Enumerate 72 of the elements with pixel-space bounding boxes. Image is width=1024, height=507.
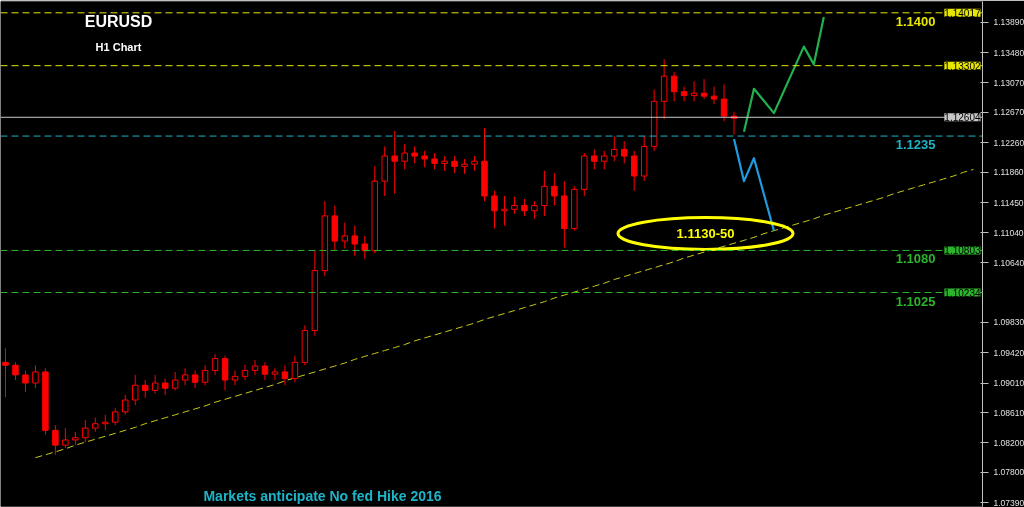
ref-line-label: 1.12604 — [944, 112, 981, 124]
candlestick — [201, 364, 209, 386]
candlestick — [82, 419, 89, 443]
y-tick-label: 1.11450 — [993, 197, 1024, 208]
candlestick — [620, 140, 628, 164]
candlestick — [720, 83, 728, 122]
candlestick — [591, 148, 598, 170]
candlestick — [601, 150, 608, 170]
candlestick — [32, 364, 39, 389]
candlestick — [62, 427, 69, 449]
candlestick — [231, 369, 239, 386]
candlestick — [551, 172, 558, 207]
candlestick — [710, 86, 718, 105]
candlestick — [281, 364, 289, 386]
text: H1 Chart — [95, 40, 142, 53]
y-tick-label: 1.13070 — [993, 77, 1024, 88]
y-tick-label: 1.12670 — [993, 107, 1024, 118]
y-tick-label: 1.08610 — [993, 407, 1024, 418]
candlestick — [611, 135, 618, 162]
y-tick-label: 1.11860 — [993, 167, 1024, 178]
candlestick — [211, 353, 219, 376]
candlestick — [271, 367, 279, 381]
ref-line-label: 1.14017 — [944, 7, 981, 19]
y-tick-label: 1.09830 — [993, 317, 1024, 328]
y-tick-label: 1.12260 — [993, 137, 1024, 148]
candlestick — [680, 86, 688, 102]
y-tick-label: 1.07800 — [993, 467, 1024, 478]
candlestick — [391, 130, 398, 195]
candlestick — [241, 364, 249, 381]
annotation: 1.1080 — [895, 251, 936, 267]
line-series — [732, 137, 776, 232]
annotation: 1.1130-50 — [676, 226, 735, 241]
candlestick — [122, 394, 129, 416]
candlestick — [541, 170, 548, 217]
y-tick-label: 1.10640 — [993, 257, 1024, 268]
candlestick — [221, 355, 229, 391]
candlestick — [401, 143, 408, 170]
y-tick-label: 1.11040 — [993, 227, 1024, 238]
candlestick — [501, 195, 508, 227]
candlestick — [191, 369, 199, 389]
candlestick — [670, 71, 678, 102]
annotation: 1.1025 — [895, 293, 936, 309]
line-series — [742, 15, 825, 133]
ref-line-label: 1.10803 — [944, 245, 981, 257]
y-tick-label: 1.09010 — [993, 378, 1024, 389]
candlestick — [690, 80, 698, 102]
y-tick-label: 1.13480 — [993, 47, 1024, 58]
y-tick-label: 1.13890 — [993, 17, 1024, 28]
ref-line-label: 1.10234 — [944, 287, 981, 299]
candlestick — [630, 150, 638, 192]
candlestick — [341, 222, 349, 249]
annotation: 1.1235 — [895, 137, 936, 153]
text: EURUSD — [84, 13, 153, 30]
annotation: 1.1400 — [895, 13, 936, 29]
candlestick — [181, 367, 189, 386]
candlestick — [151, 374, 159, 394]
candlestick — [700, 78, 708, 100]
candlestick — [131, 374, 139, 406]
candlestick — [291, 355, 299, 383]
candlestick — [251, 359, 259, 376]
candlestick — [351, 225, 359, 257]
y-tick-label: 1.07390 — [993, 497, 1024, 507]
y-tick-label: 1.09420 — [993, 347, 1024, 358]
candlestick — [2, 347, 9, 398]
candlestick — [52, 424, 59, 456]
annotation: Markets anticipate No fed Hike 2016 — [203, 487, 442, 504]
y-tick-label: 1.08200 — [993, 437, 1024, 448]
candlestick — [22, 369, 29, 393]
candlestick — [361, 235, 368, 260]
ref-line-label: 1.13302 — [944, 60, 981, 72]
candlestick — [491, 190, 498, 229]
candlestick — [171, 371, 179, 391]
